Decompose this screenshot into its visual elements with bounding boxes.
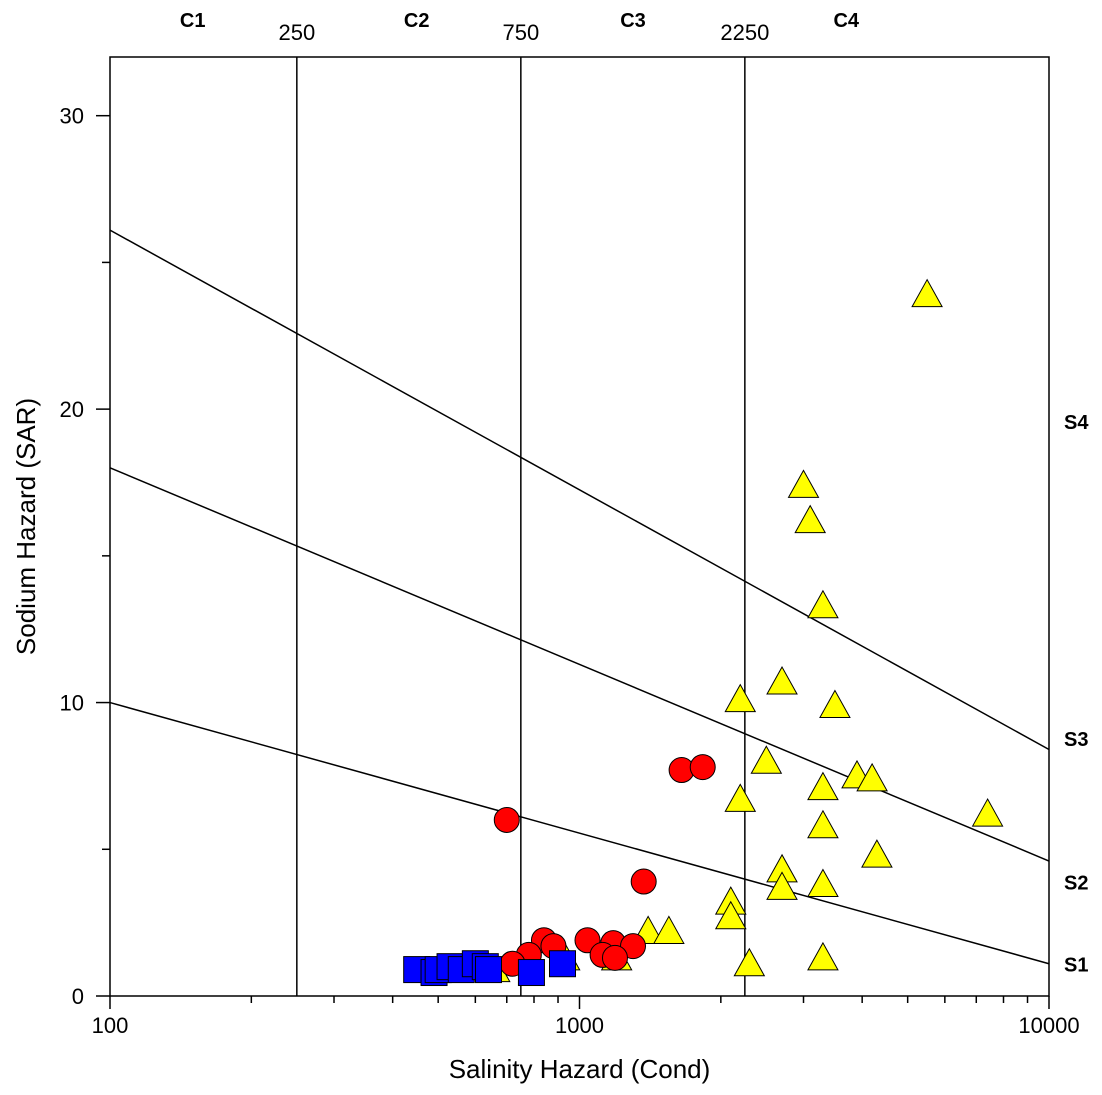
data-point-triangle [794,504,827,534]
x-tick-label: 1000 [555,1013,604,1038]
salinity-class-label: C3 [620,10,646,32]
salinity-boundary-label: 250 [278,20,315,45]
data-point-square [517,959,545,987]
data-point-triangle [807,868,839,897]
data-point-triangle [971,798,1004,827]
salinity-class-label: C4 [833,10,859,32]
data-point-triangle [733,947,766,977]
data-point-circle [493,806,520,833]
sodium-hazard-line [109,701,1050,965]
data-point-triangle [861,839,893,868]
data-point-triangle [911,278,943,308]
data-point-triangle [807,589,839,619]
data-point-triangle [766,665,798,695]
salinity-class-label: C1 [180,10,206,32]
data-point-square [475,956,503,984]
x-tick-label: 100 [92,1013,129,1038]
x-axis: 100 1000 10000 [92,996,1080,1038]
sodium-class-label: S2 [1064,873,1088,895]
data-point-triangle [807,771,839,801]
y-axis-title: Sodium Hazard (SAR) [11,398,41,655]
sodium-hazard-line [109,229,1050,751]
data-point-square [548,950,576,978]
data-point-triangle [724,783,757,812]
y-tick-label: 10 [60,691,84,716]
salinity-hazard-boundaries [296,57,746,996]
sodium-hazard-line [109,467,1050,862]
data-point-triangle [766,871,798,900]
sodium-class-label: S3 [1064,729,1088,751]
sodium-class-label: S1 [1064,955,1088,977]
y-tick-label: 0 [72,984,84,1009]
data-point-triangle [750,745,783,774]
data-point-triangle [856,762,888,792]
data-point-triangle [819,689,851,718]
data-point-circle [601,944,628,971]
data-point-circle [630,868,657,895]
data-point-triangle [724,683,757,713]
salinity-boundary-label: 2250 [720,20,769,45]
salinity-class-label: C2 [404,10,430,32]
sodium-class-label: S4 [1064,412,1089,434]
x-tick-label: 10000 [1018,1013,1079,1038]
data-point-triangle [807,941,839,971]
y-tick-label: 20 [60,397,84,422]
sodium-hazard-boundaries [109,229,1050,965]
data-points [403,278,1004,987]
data-point-triangle [787,469,820,498]
y-tick-label: 30 [60,104,84,129]
data-point-circle [689,754,716,781]
hazard-class-labels: 250 750 2250 C1 C2 C3 C4 S1 S2 S3 S4 [180,10,1089,977]
x-axis-title: Salinity Hazard (Cond) [449,1054,711,1084]
data-point-triangle [714,900,747,930]
salinity-boundary-label: 750 [502,20,539,45]
data-point-triangle [653,915,685,944]
data-point-triangle [807,809,839,839]
y-axis: 0 10 20 30 [60,104,110,1009]
